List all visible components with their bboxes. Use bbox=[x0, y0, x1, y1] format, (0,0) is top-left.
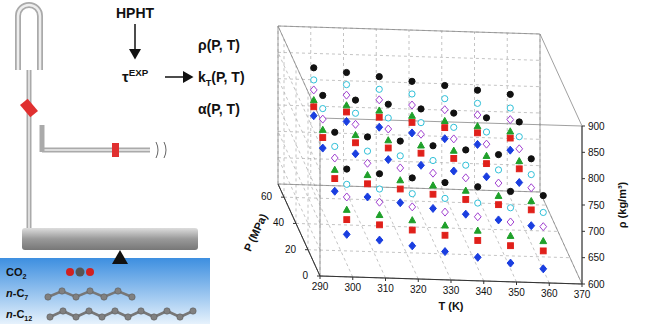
svg-text:0: 0 bbox=[302, 270, 308, 281]
svg-text:370: 370 bbox=[574, 289, 591, 300]
svg-text:650: 650 bbox=[588, 252, 605, 263]
svg-text:P (MPa): P (MPa) bbox=[241, 211, 269, 253]
svg-text:750: 750 bbox=[588, 200, 605, 211]
svg-text:τEXP: τEXP bbox=[122, 67, 149, 85]
svg-text:850: 850 bbox=[588, 147, 605, 158]
svg-text:ρ(P, T): ρ(P, T) bbox=[198, 37, 240, 53]
svg-text:310: 310 bbox=[377, 283, 394, 294]
svg-text:600: 600 bbox=[588, 279, 605, 290]
svg-text:20: 20 bbox=[285, 244, 297, 255]
svg-text:900: 900 bbox=[588, 121, 605, 132]
svg-text:n-C7: n-C7 bbox=[6, 287, 28, 302]
svg-text:n-C12: n-C12 bbox=[6, 308, 32, 323]
svg-text:T (K): T (K) bbox=[438, 300, 463, 312]
svg-text:800: 800 bbox=[588, 173, 605, 184]
svg-text:340: 340 bbox=[475, 286, 492, 297]
svg-text:kT(P, T): kT(P, T) bbox=[198, 69, 245, 88]
svg-text:α(P, T): α(P, T) bbox=[198, 101, 240, 117]
svg-text:290: 290 bbox=[312, 281, 329, 292]
svg-text:60: 60 bbox=[261, 191, 273, 202]
svg-text:330: 330 bbox=[443, 285, 460, 296]
svg-text:320: 320 bbox=[410, 284, 427, 295]
svg-text:300: 300 bbox=[344, 282, 361, 293]
svg-text:40: 40 bbox=[273, 217, 285, 228]
svg-text:ρ (kg/m³): ρ (kg/m³) bbox=[616, 181, 628, 228]
svg-text:CO2: CO2 bbox=[6, 266, 27, 281]
svg-text:HPHT: HPHT bbox=[116, 5, 155, 21]
svg-text:350: 350 bbox=[508, 287, 525, 298]
svg-text:700: 700 bbox=[588, 226, 605, 237]
svg-text:360: 360 bbox=[541, 288, 558, 299]
